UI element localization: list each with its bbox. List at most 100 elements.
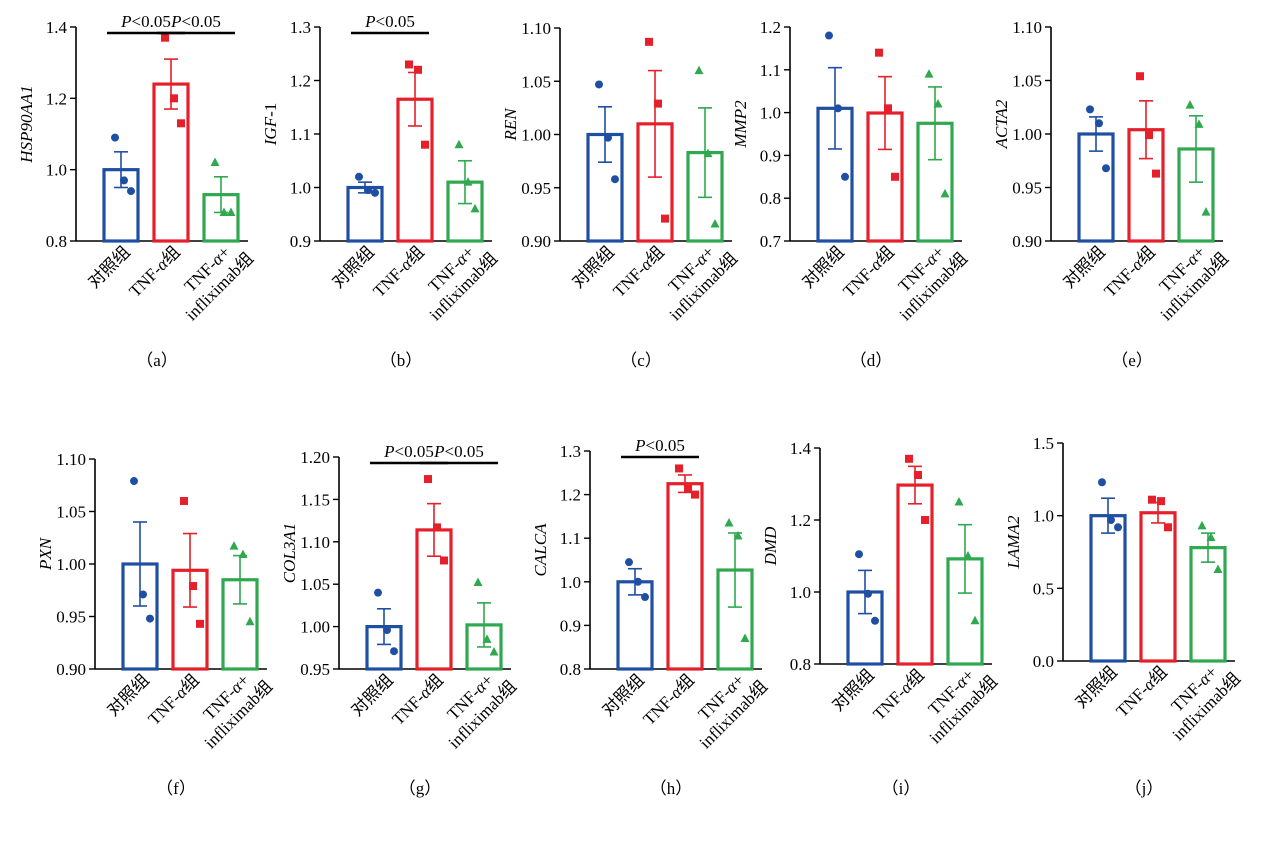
x-category-label: TNF-α组	[1100, 242, 1158, 300]
data-point-marker	[864, 589, 872, 598]
x-category-label: TNF-α+infliximab组	[430, 662, 520, 752]
chart-panel-j: 0.0 0.5 1.0 1.5 LAMA2 对照组TNF-α组TNF-α+inflixim…	[1004, 434, 1244, 798]
data-point-marker	[684, 484, 692, 493]
significance-label: P<0.05	[433, 442, 484, 461]
data-point-marker	[724, 517, 734, 527]
x-category-label: 对照组	[598, 670, 647, 719]
y-tick-label: 1.2	[290, 72, 311, 91]
significance-label: P<0.05	[634, 436, 685, 455]
data-point-marker	[733, 531, 743, 540]
data-point-marker	[1185, 100, 1195, 109]
x-category-label: 对照组	[568, 242, 617, 291]
data-point-marker	[1098, 478, 1106, 487]
data-point-marker	[595, 80, 603, 89]
panel-label: （g）	[399, 779, 442, 798]
y-axis-title: PXN	[36, 536, 55, 571]
y-axis-title: REN	[501, 107, 520, 142]
data-point-marker	[884, 104, 892, 113]
data-point-marker	[841, 172, 849, 181]
y-tick-label: 1.10	[521, 19, 551, 38]
data-point-marker	[940, 188, 950, 198]
data-point-marker	[710, 218, 720, 228]
data-point-marker	[383, 625, 391, 634]
y-tick-label: 0.95	[300, 660, 330, 679]
data-point-marker	[130, 477, 138, 486]
data-point-marker	[970, 615, 980, 625]
y-tick-label: 1.2	[46, 89, 67, 108]
data-point-marker	[641, 593, 649, 602]
data-point-marker	[463, 177, 473, 186]
data-point-marker	[1114, 523, 1122, 532]
significance-label: P<0.05	[170, 12, 221, 31]
y-tick-label: 1.00	[300, 618, 330, 637]
data-point-marker	[604, 133, 612, 142]
data-point-marker	[424, 475, 432, 484]
x-category-label: TNF-α组	[369, 242, 427, 300]
y-tick-label: 0.95	[56, 608, 86, 627]
data-point-marker	[954, 497, 964, 506]
panel-label: （h）	[650, 779, 693, 798]
y-tick-label: 1.4	[790, 439, 812, 458]
data-point-marker	[740, 633, 750, 642]
data-point-marker	[905, 454, 913, 463]
data-point-marker	[611, 175, 619, 184]
x-category-label: 对照组	[798, 242, 847, 291]
x-category-label: TNF-α+infliximab组	[911, 657, 1001, 747]
data-point-marker	[473, 577, 483, 587]
y-tick-label: 1.3	[290, 18, 311, 37]
y-tick-label: 0.8	[790, 655, 811, 674]
data-point-marker	[482, 634, 492, 643]
data-point-marker	[1157, 497, 1165, 506]
x-category-label: TNF-α组	[869, 665, 927, 723]
data-point-marker	[645, 37, 653, 46]
y-tick-label: 0.7	[760, 232, 782, 251]
data-point-marker	[1086, 105, 1094, 114]
data-point-marker	[226, 207, 236, 216]
x-category-label: 对照组	[328, 242, 377, 291]
data-point-marker	[933, 99, 943, 108]
bar	[666, 482, 704, 671]
data-point-marker	[414, 65, 422, 74]
x-category-label: 对照组	[347, 670, 396, 719]
y-axis-title: DMD	[761, 526, 780, 566]
data-point-marker	[1164, 523, 1172, 532]
significance-label: P<0.05	[120, 12, 171, 31]
y-tick-label: 0.90	[56, 660, 86, 679]
data-point-marker	[177, 119, 185, 128]
y-tick-label: 1.0	[1033, 507, 1054, 526]
data-point-marker	[405, 60, 413, 69]
data-point-marker	[170, 94, 178, 103]
data-point-marker	[245, 616, 255, 626]
data-point-marker	[1102, 164, 1110, 173]
data-point-marker	[1197, 520, 1207, 530]
significance-label: P<0.05	[364, 12, 415, 31]
data-point-marker	[433, 523, 441, 532]
data-point-marker	[180, 497, 188, 505]
x-category-label: TNF-α组	[125, 242, 183, 300]
panel-label: （b）	[380, 351, 423, 370]
y-tick-label: 1.4	[46, 18, 68, 37]
data-point-marker	[1145, 131, 1153, 140]
y-tick-label: 1.1	[560, 529, 581, 548]
data-point-marker	[470, 203, 480, 213]
panel-label: （a）	[136, 351, 178, 370]
y-tick-label: 0.9	[560, 616, 581, 635]
data-point-marker	[120, 176, 128, 185]
data-point-marker	[189, 582, 197, 591]
y-axis-title: ACTA2	[992, 99, 1011, 149]
x-category-label: TNF-α组	[144, 670, 202, 728]
chart-panel-f: 0.90 0.95 1.00 1.05 1.10 PXN 对照组TNF-α组TNF-α+in…	[36, 450, 276, 798]
y-tick-label: 1.0	[290, 179, 311, 198]
chart-panel-d: 0.7 0.8 0.9 1.0 1.1 1.2 MMP2 对照组TNF-α组TNF-α+inf…	[731, 18, 971, 370]
data-point-marker	[139, 590, 147, 599]
data-point-marker	[1206, 532, 1216, 541]
y-axis-title: LAMA2	[1004, 515, 1023, 569]
y-tick-label: 0.9	[290, 232, 311, 251]
y-tick-label: 1.1	[290, 125, 311, 144]
data-point-marker	[355, 172, 363, 181]
data-point-marker	[161, 33, 169, 42]
y-tick-label: 1.2	[560, 486, 581, 505]
y-tick-label: 1.10	[56, 450, 86, 469]
x-category-label: TNF-α+infliximab组	[1142, 234, 1232, 324]
